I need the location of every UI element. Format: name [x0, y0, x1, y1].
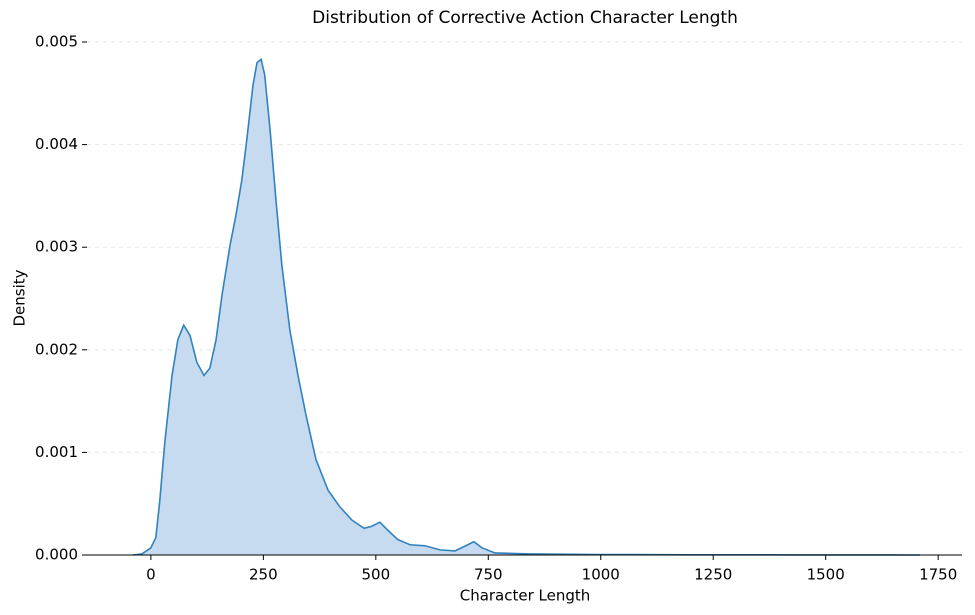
x-tick-label: 750	[474, 566, 503, 584]
y-tick-label: 0.001	[35, 443, 78, 461]
x-tick-label: 1000	[582, 566, 620, 584]
chart-title: Distribution of Corrective Action Charac…	[312, 8, 738, 28]
y-tick-label: 0.003	[35, 238, 78, 256]
y-axis-label: Density	[11, 269, 29, 326]
x-tick-label: 0	[146, 566, 156, 584]
x-tick-label: 1750	[919, 566, 957, 584]
y-tick-label: 0.000	[35, 546, 78, 564]
y-tick-label: 0.004	[35, 135, 78, 153]
density-area	[132, 59, 921, 555]
y-tick-label: 0.002	[35, 340, 78, 358]
x-axis-label: Character Length	[460, 587, 591, 605]
x-tick-label: 250	[249, 566, 278, 584]
y-tick-label: 0.005	[35, 33, 78, 51]
density-line	[132, 58, 921, 556]
x-tick-label: 1250	[694, 566, 732, 584]
x-tick-label: 500	[361, 566, 390, 584]
x-tick-label: 1500	[807, 566, 845, 584]
